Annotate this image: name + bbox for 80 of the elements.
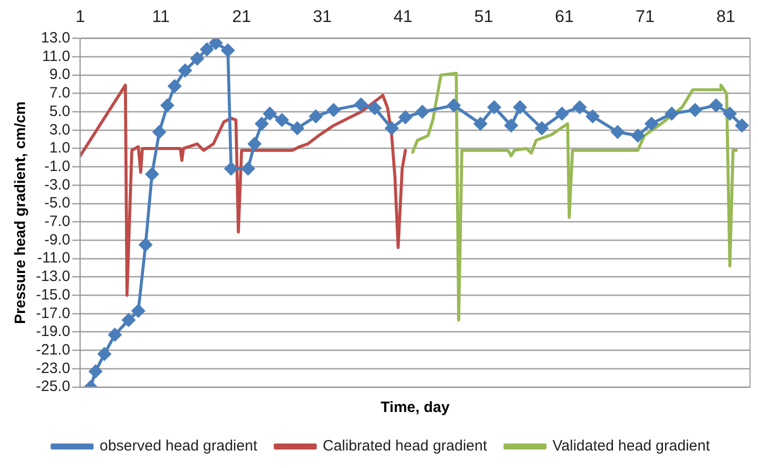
- x-tick-label: 11: [152, 6, 170, 26]
- y-tick-label: -1.0: [44, 158, 70, 175]
- point: [122, 314, 136, 327]
- point: [255, 117, 268, 130]
- point: [290, 122, 304, 135]
- y-tick-label: -5.0: [44, 194, 70, 212]
- point: [514, 100, 527, 114]
- point: [224, 162, 238, 176]
- y-tick-label: 11.0: [42, 48, 70, 65]
- y-tick-label: -15.0: [36, 286, 70, 304]
- point: [248, 137, 261, 150]
- y-tick-label: -9.0: [44, 231, 70, 248]
- x-tick-label: 1: [75, 6, 85, 26]
- y-tick-label: 5.0: [49, 102, 70, 120]
- point: [385, 122, 398, 135]
- point: [108, 328, 122, 342]
- point: [190, 52, 204, 66]
- y-tick-label: 1.0: [49, 140, 70, 157]
- y-tick-label: -11.0: [37, 250, 70, 267]
- point: [275, 114, 288, 127]
- point: [573, 100, 586, 114]
- point: [160, 98, 174, 112]
- x-tick-label: 31: [312, 6, 332, 26]
- y-tick-label: 9.0: [49, 66, 70, 84]
- x-tick-label: 61: [554, 6, 574, 26]
- legend-label: Validated head gradient: [552, 438, 711, 455]
- point: [309, 110, 322, 123]
- point: [447, 98, 460, 112]
- point: [586, 110, 600, 123]
- point: [178, 64, 192, 78]
- point: [535, 122, 548, 135]
- y-tick-label: -25.0: [36, 378, 70, 396]
- y-tick-label: -13.0: [36, 268, 70, 286]
- point: [139, 238, 152, 252]
- y-tick-label: -21.0: [36, 341, 70, 358]
- point: [200, 42, 214, 56]
- point: [146, 168, 159, 181]
- point: [354, 98, 368, 111]
- point: [710, 98, 723, 112]
- point: [504, 119, 518, 132]
- y-tick-label: -17.0: [36, 304, 70, 322]
- legend-label: observed head gradient: [100, 438, 258, 455]
- point: [416, 105, 429, 118]
- point: [688, 103, 702, 116]
- point: [665, 107, 678, 120]
- point: [488, 100, 501, 114]
- point: [132, 304, 145, 318]
- point: [209, 38, 222, 50]
- point: [474, 117, 487, 130]
- x-tick-label: 21: [232, 6, 252, 26]
- point: [327, 103, 340, 116]
- y-axis-title: Pressure head gradient, cm/cm: [12, 101, 30, 324]
- point: [168, 80, 182, 93]
- legend-label: Calibrated head gradient: [322, 438, 488, 455]
- x-axis-title: Time, day: [380, 399, 450, 416]
- point: [398, 110, 412, 124]
- point: [368, 102, 382, 115]
- x-tick-label: 41: [394, 6, 412, 26]
- y-tick-label: 3.0: [49, 121, 70, 138]
- x-tick-label: 71: [636, 6, 655, 26]
- x-tick-label: 81: [716, 6, 736, 26]
- y-tick-label: -23.0: [36, 360, 70, 377]
- point: [221, 44, 234, 57]
- point: [631, 129, 644, 142]
- x-tick-label: 51: [474, 6, 494, 26]
- point: [735, 119, 748, 132]
- point: [152, 125, 166, 138]
- point: [89, 364, 102, 378]
- y-tick-label: -7.0: [44, 213, 70, 230]
- y-tick-label: 7.0: [49, 84, 70, 102]
- point: [98, 347, 111, 360]
- y-tick-label: -19.0: [36, 323, 70, 340]
- point: [555, 107, 568, 120]
- point: [645, 117, 658, 130]
- y-tick-label: -3.0: [44, 176, 70, 194]
- point: [611, 125, 624, 138]
- point: [723, 107, 736, 120]
- point: [263, 107, 276, 120]
- point: [242, 162, 255, 176]
- y-tick-label: 13.0: [40, 30, 70, 47]
